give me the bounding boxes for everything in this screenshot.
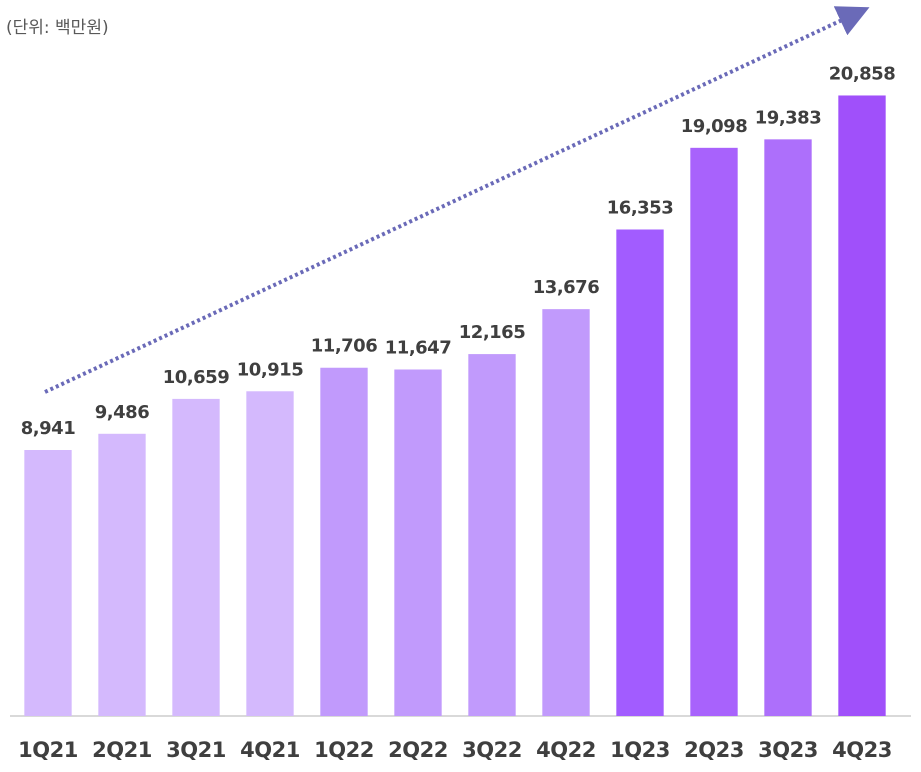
x-tick-label: 2Q21 bbox=[92, 738, 152, 762]
bar bbox=[98, 433, 146, 716]
trend-arrow bbox=[44, 6, 870, 394]
x-tick-label: 3Q21 bbox=[166, 738, 226, 762]
x-tick-label: 2Q22 bbox=[388, 738, 448, 762]
bar bbox=[542, 309, 590, 716]
x-tick-label: 4Q21 bbox=[240, 738, 300, 762]
x-tick-label: 4Q22 bbox=[536, 738, 596, 762]
x-tick-label: 4Q23 bbox=[832, 738, 892, 762]
bar bbox=[764, 139, 812, 717]
x-tick-label: 3Q23 bbox=[758, 738, 818, 762]
value-label: 11,647 bbox=[385, 338, 451, 359]
unit-label: (단위: 백만원) bbox=[6, 18, 109, 38]
bar bbox=[690, 147, 738, 717]
x-tick-label: 2Q23 bbox=[684, 738, 744, 762]
bar bbox=[172, 398, 220, 716]
bar bbox=[468, 354, 516, 716]
value-label: 20,858 bbox=[829, 63, 895, 84]
x-tick-label: 1Q23 bbox=[610, 738, 670, 762]
value-label: 10,915 bbox=[237, 359, 303, 380]
x-tick-label: 3Q22 bbox=[462, 738, 522, 762]
value-label: 13,676 bbox=[533, 277, 599, 298]
bar bbox=[616, 229, 664, 717]
value-label: 11,706 bbox=[311, 336, 377, 357]
bar bbox=[320, 367, 368, 716]
value-label: 9,486 bbox=[95, 402, 149, 423]
value-label: 19,383 bbox=[755, 107, 821, 128]
bar bbox=[838, 95, 886, 717]
value-label: 12,165 bbox=[459, 322, 525, 343]
value-label: 19,098 bbox=[681, 116, 747, 137]
x-tick-label: 1Q21 bbox=[18, 738, 78, 762]
x-tick-label: 1Q22 bbox=[314, 738, 374, 762]
bar bbox=[24, 450, 72, 716]
bar bbox=[246, 391, 294, 716]
value-label: 16,353 bbox=[607, 197, 673, 218]
value-label: 10,659 bbox=[163, 367, 229, 388]
value-label: 8,941 bbox=[21, 418, 75, 439]
bar bbox=[394, 369, 442, 716]
